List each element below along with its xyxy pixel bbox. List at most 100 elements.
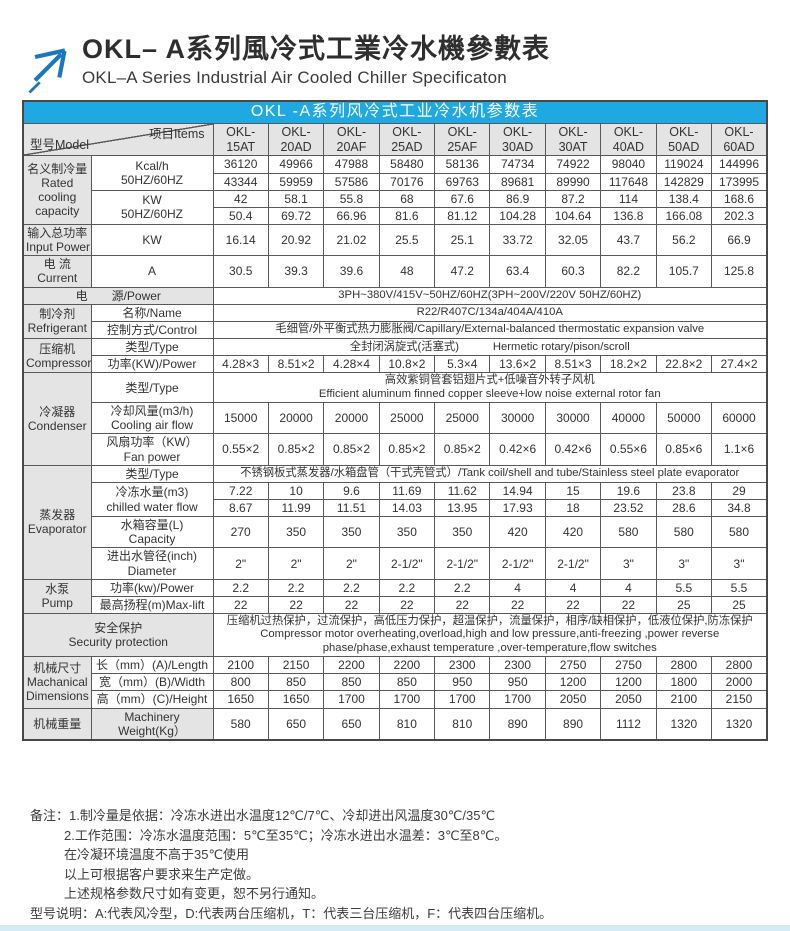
page-header: OKL– A系列風冷式工業冷水機參數表 OKL–A Series Industr… [22,34,550,100]
value-cell: 142829 [655,172,713,191]
value-cell: 74922 [544,155,602,174]
value-cell: 8.51×2 [267,355,325,374]
value-cell: 0.85×2 [378,433,436,466]
value-cell: 0.85×6 [655,433,713,466]
group-label-cell: 机械尺寸 Machanical Dimensions [22,656,92,709]
model-header-row: 型号Model 项目Items OKL- 15AT OKL- 20AD OKL- 20AF OK… [22,122,768,157]
span-value-cell: 全封闭涡旋式(活塞式) Hermetic rotary/pison/scroll [212,338,768,357]
value-cell: 104.28 [489,206,546,226]
item-label-cell: 冷却风量(m3/h) Cooling air flow [90,402,214,435]
bottom-accent-strip [0,925,790,931]
value-cell: 1700 [323,690,380,709]
group-label-cell: 安全保护 Security protection [22,613,214,658]
table-title-row: OKL -A系列风冷式工业冷水机参数表 [22,100,768,124]
value-cell: 0.85×2 [267,433,325,466]
table-row: 43344 59959 57586 70176 69763 89681 89990 11764… [23,172,768,191]
value-cell: 50.4 [212,206,269,226]
value-cell: 82.2 [600,255,657,288]
value-cell: 125.8 [711,255,768,288]
value-cell: 850 [378,673,436,692]
value-cell: 21.02 [323,223,380,257]
span-value-cell: R22/R407C/134a/404A/410A [212,303,768,322]
value-cell: 22 [212,595,269,615]
value-cell: 4 [489,578,546,597]
value-cell: 2" [323,547,380,580]
value-cell: 2100 [655,690,713,709]
value-cell: 22 [323,595,380,615]
value-cell: 2750 [600,656,657,675]
value-cell: 58136 [434,155,491,174]
notes: 备注：1.制冷量是依据：冷冻水进出水温度12℃/7℃、冷却进出风温度30℃/35… [30,806,552,931]
value-cell: 60.3 [544,255,602,288]
spec-table-wrap: OKL -A系列风冷式工业冷水机参数表 型号Model 项目Items OKL- 15A… [22,100,768,741]
value-cell: 2050 [544,690,602,709]
value-cell: 58.1 [267,189,325,208]
value-cell: 2050 [600,690,657,709]
value-cell: 2" [212,547,269,580]
value-cell: 56.2 [655,223,713,257]
corner-items-label: 项目Items [148,126,205,141]
value-cell: 890 [544,707,602,741]
value-cell: 57586 [323,172,380,191]
group-label-cell: 名义制冷量 Rated cooling capacity [22,155,92,225]
value-cell: 270 [212,516,269,549]
table-row: 冷冻水量(m3) chilled water flow 7.22 10 9.6 11.69… [23,481,768,518]
spec-table: OKL -A系列风冷式工业冷水机参数表 型号Model 项目Items OKL- 15A… [22,100,768,741]
table-row: 蒸发器 Evaporator 类型/Type 不锈钢板式蒸发器/水箱盘管（干式壳管式）… [22,464,768,580]
value-cell: 144996 [711,155,768,174]
note-line: 在冷凝环境温度不高于35℃使用 [64,847,250,862]
value-cell: 68 [378,189,436,208]
spec-table-body: OKL -A系列风冷式工业冷水机参数表 型号Model 项目Items OKL- 15A… [22,100,768,741]
table-row: 宽（mm）(B)/Width 800 850 850 850 950 950 1200 1200… [23,673,768,692]
group-label-cell: 水泵 Pump [22,578,92,615]
value-cell: 850 [267,673,325,692]
value-cell: 5.3×4 [434,355,491,374]
span-value-cell: 3PH~380V/415V~50HZ/60HZ(3PH~200V/220V 50… [212,286,768,305]
item-label-cell: 冷冻水量(m3) chilled water flow [90,481,214,518]
value-cell: 43344 [212,172,269,191]
item-label-cell: 类型/Type [90,338,214,357]
value-cell: 138.4 [655,189,713,208]
span-value-cell: 不锈钢板式蒸发器/水箱盘管（干式壳管式）/Tank coil/shell and… [212,464,768,483]
value-cell: 1650 [212,690,269,709]
value-cell: 202.3 [711,206,768,226]
value-cell: 30000 [489,402,546,435]
value-cell: 2-1/2" [434,547,491,580]
value-cell: 25.1 [434,223,491,257]
table-row: 安全保护 Security protection 压缩机过热保护，过流保护，高低压力… [22,613,768,658]
value-cell: 33.72 [489,223,546,257]
value-cell: 2150 [711,690,768,709]
note-line: 2.工作范围：冷冻水温度范围：5℃至35℃；冷冻水进出水温差：3℃至8℃。 [64,827,508,843]
table-row: 压缩机 Compressor 类型/Type 全封闭涡旋式(活塞式) Hermetic… [22,338,768,374]
value-cell: 2" [267,547,325,580]
value-cell: 2-1/2" [378,547,436,580]
value-cell: 34.8 [711,498,768,518]
table-row: 控制方式/Control 毛细管/外平衡式热力膨胀阀/Capillary/Exte… [23,320,768,340]
value-cell: 2200 [378,656,436,675]
value-cell: 420 [544,516,602,549]
item-label-cell: KW [90,223,214,257]
value-cell: 580 [212,707,269,741]
value-cell: 2.2 [323,578,380,597]
value-cell: 15 [544,481,602,501]
value-cell: 10 [267,481,325,501]
value-cell: 18 [544,498,602,518]
value-cell: 16.14 [212,223,269,257]
note-line: 以上可根据客户要求来生产定做。 [64,866,260,882]
value-cell: 117648 [600,172,657,191]
value-cell: 66.96 [323,206,380,226]
value-cell: 20.92 [267,223,325,257]
value-cell: 1320 [711,707,768,741]
value-cell: 580 [655,516,713,549]
item-label-cell: 水箱容量(L) Capacity [90,516,214,549]
value-cell: 2.2 [267,578,325,597]
value-cell: 950 [434,673,491,692]
value-cell: 8.67 [212,498,269,518]
title-block: OKL– A系列風冷式工業冷水機參數表 OKL–A Series Industr… [82,34,550,88]
group-label-cell: 冷凝器 Condenser [22,372,92,466]
table-row: 冷凝器 Condenser 类型/Type 高效紫铜管套铝翅片式+低噪音外转子风机 Ef… [22,372,768,466]
value-cell: 850 [323,673,380,692]
group-label-cell: 蒸发器 Evaporator [22,464,92,580]
value-cell: 22 [489,595,546,615]
table-row: 电 源/Power 3PH~380V/415V~50HZ/60HZ(3PH~200… [22,286,768,305]
